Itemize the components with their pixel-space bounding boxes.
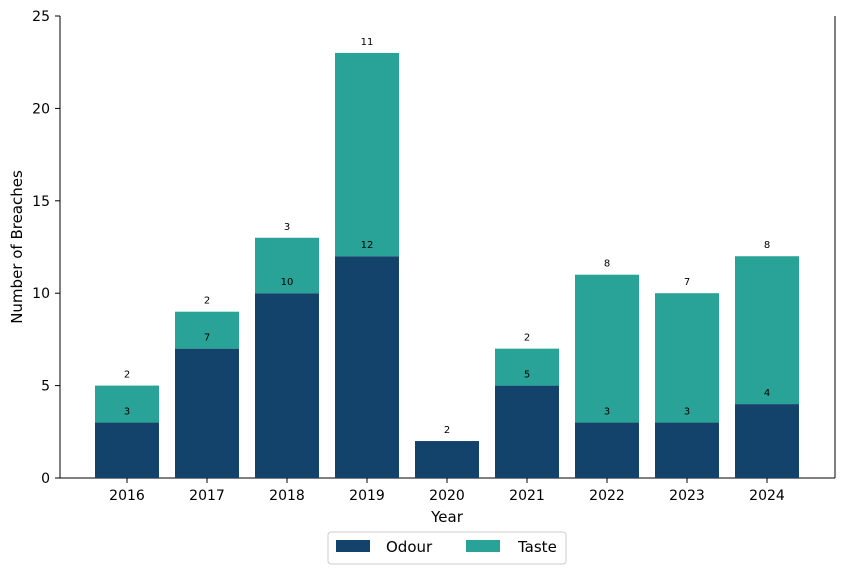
bar-label-odour-2023: 3 bbox=[684, 407, 690, 418]
y-tick-label: 10 bbox=[32, 286, 50, 302]
bar-taste-2024 bbox=[735, 256, 799, 405]
y-tick-label: 0 bbox=[41, 471, 50, 487]
bar-taste-2018 bbox=[255, 237, 319, 294]
x-axis-label: Year bbox=[430, 508, 464, 526]
x-tick-label: 2019 bbox=[349, 488, 385, 504]
x-tick-label: 2021 bbox=[509, 488, 545, 504]
bar-odour-2021 bbox=[495, 385, 559, 478]
x-tick-label: 2016 bbox=[109, 488, 145, 504]
bar-odour-2016 bbox=[95, 422, 159, 478]
y-tick-label: 5 bbox=[41, 379, 50, 395]
legend-swatch-odour bbox=[336, 540, 370, 552]
y-tick-label: 15 bbox=[32, 194, 50, 210]
bar-taste-2022 bbox=[575, 274, 639, 423]
x-tick-label: 2020 bbox=[429, 488, 465, 504]
bar-taste-2023 bbox=[655, 293, 719, 423]
bar-label-odour-2017: 7 bbox=[204, 333, 210, 344]
bar-label-taste-2018: 3 bbox=[284, 222, 290, 233]
bar-label-odour-2021: 5 bbox=[524, 370, 530, 381]
bar-label-taste-2021: 2 bbox=[524, 333, 530, 344]
legend-swatch-taste bbox=[466, 540, 500, 552]
x-tick-label: 2017 bbox=[189, 488, 225, 504]
bar-label-taste-2024: 8 bbox=[764, 240, 770, 251]
bar-label-taste-2019: 11 bbox=[361, 37, 374, 48]
bar-label-taste-2022: 8 bbox=[604, 259, 610, 270]
bar-odour-2018 bbox=[255, 293, 319, 478]
bar-label-taste-2016: 2 bbox=[124, 370, 130, 381]
bar-odour-2020 bbox=[415, 441, 479, 478]
x-tick-label: 2023 bbox=[669, 488, 705, 504]
bar-label-taste-2023: 7 bbox=[684, 277, 690, 288]
bar-label-odour-2016: 3 bbox=[124, 407, 130, 418]
legend-box bbox=[327, 531, 567, 565]
legend-label-odour: Odour bbox=[386, 538, 433, 556]
y-tick-label: 20 bbox=[32, 101, 50, 117]
bar-label-taste-2017: 2 bbox=[204, 296, 210, 307]
bar-taste-2021 bbox=[495, 348, 559, 386]
bar-odour-2019 bbox=[335, 256, 399, 478]
bar-odour-2022 bbox=[575, 422, 639, 478]
bar-odour-2017 bbox=[175, 348, 239, 478]
x-tick-label: 2022 bbox=[589, 488, 625, 504]
x-tick-label: 2024 bbox=[749, 488, 785, 504]
bar-label-odour-2022: 3 bbox=[604, 407, 610, 418]
y-tick-label: 25 bbox=[32, 9, 50, 25]
legend: Odour Taste bbox=[327, 531, 567, 565]
bar-odour-2024 bbox=[735, 404, 799, 478]
y-axis-label: Number of Breaches bbox=[8, 170, 26, 324]
bar-taste-2019 bbox=[335, 52, 399, 257]
bar-odour-2023 bbox=[655, 422, 719, 478]
bar-label-odour-2018: 10 bbox=[281, 277, 294, 288]
legend-label-taste: Taste bbox=[517, 538, 557, 556]
bar-label-odour-2020: 2 bbox=[444, 425, 450, 436]
bars bbox=[95, 52, 799, 478]
bar-taste-2016 bbox=[95, 385, 159, 423]
bar-taste-2017 bbox=[175, 311, 239, 349]
x-tick-label: 2018 bbox=[269, 488, 305, 504]
bar-label-odour-2024: 4 bbox=[764, 388, 770, 399]
bar-label-odour-2019: 12 bbox=[361, 240, 374, 251]
data-labels: 3 7 10 12 2 5 3 3 4 2 2 3 11 2 8 7 8 bbox=[124, 37, 770, 436]
